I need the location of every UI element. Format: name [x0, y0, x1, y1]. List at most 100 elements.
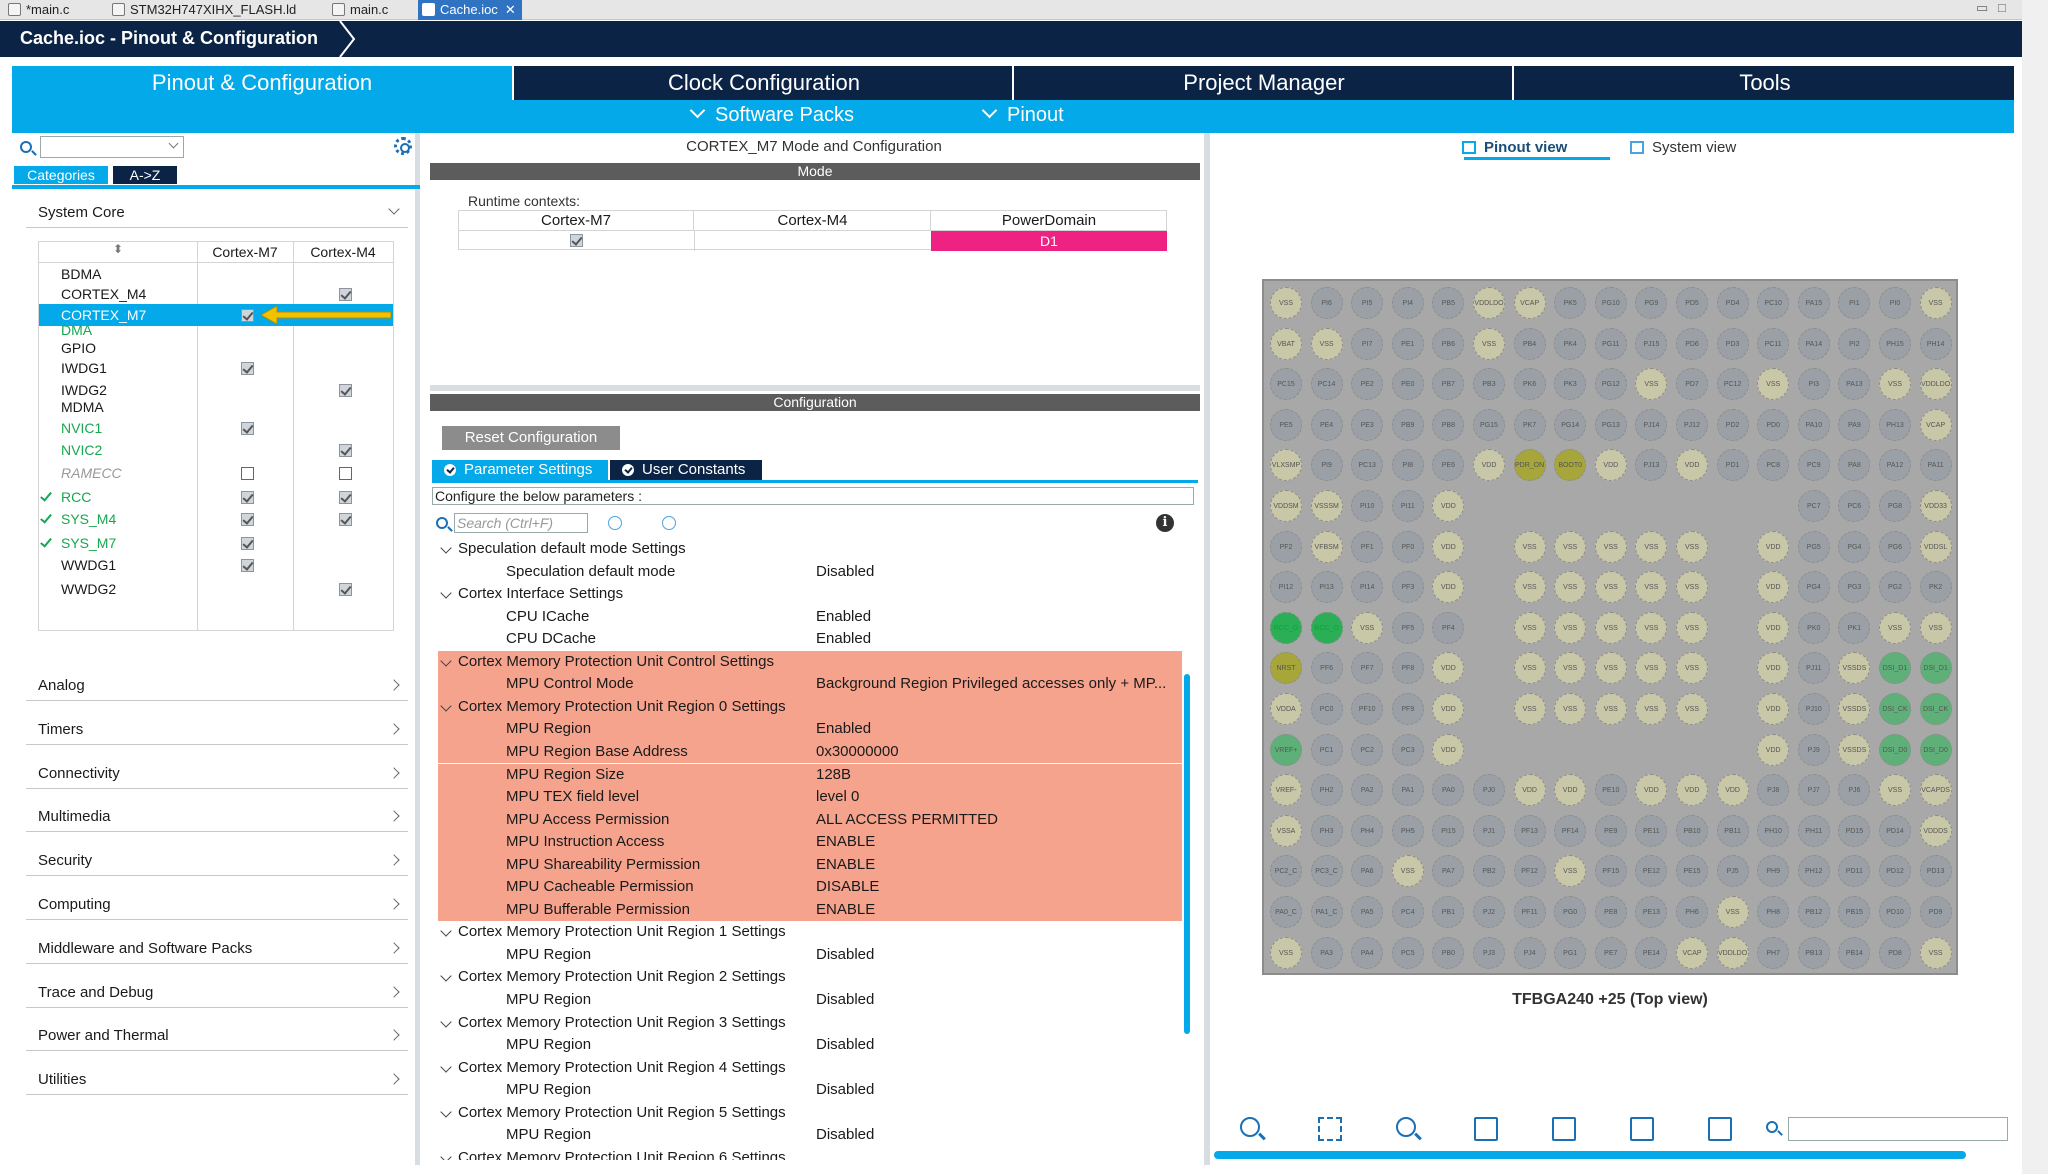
parameter-value[interactable]: DISABLE — [816, 878, 880, 896]
chip-pin[interactable]: VSS — [1513, 611, 1546, 644]
chip-pin[interactable]: PE14 — [1635, 936, 1668, 969]
parameter-group[interactable]: Cortex Memory Protection Unit Region 5 S… — [432, 1102, 1182, 1125]
chip-pin[interactable]: PC12 — [1716, 368, 1749, 401]
chip-pin[interactable]: PC3 — [1391, 733, 1424, 766]
parameter-value[interactable]: Disabled — [816, 991, 875, 1008]
chip-pin[interactable]: VSS — [1513, 693, 1546, 725]
chip-pin[interactable]: PA6 — [1351, 855, 1384, 888]
chip-pin[interactable]: VCAP — [1513, 287, 1546, 319]
parameter-row[interactable]: MPU Instruction Access ENABLE — [438, 831, 1182, 854]
category-system-core[interactable]: System Core — [26, 198, 408, 228]
chip-pin[interactable]: PG9 — [1635, 287, 1668, 319]
chip-pin[interactable]: PD10 — [1879, 896, 1911, 928]
chip-pin[interactable]: PE7 — [1594, 936, 1627, 969]
chip-pin[interactable]: PA12 — [1879, 449, 1911, 482]
parameter-value[interactable]: Disabled — [816, 1081, 875, 1099]
chip-pin[interactable]: PD8 — [1879, 936, 1911, 969]
chip-pin[interactable]: VCAP — [1676, 936, 1708, 969]
chip-pin[interactable]: PI13 — [1310, 571, 1343, 604]
chevron-down-icon[interactable] — [440, 542, 452, 554]
chip-pin[interactable]: VFBSM — [1310, 530, 1343, 563]
chip-pin[interactable]: PE5 — [1270, 408, 1302, 441]
chip-pin[interactable]: VDD — [1676, 449, 1708, 482]
tab-project-manager[interactable]: Project Manager — [1016, 66, 1514, 100]
chip-pin[interactable]: VSS — [1310, 327, 1343, 360]
chip-pin[interactable]: PA9 — [1838, 408, 1871, 441]
chip-pin[interactable]: PF9 — [1391, 693, 1424, 725]
chip-pin[interactable]: PF3 — [1391, 571, 1424, 604]
chip-pin[interactable]: PI10 — [1351, 490, 1384, 522]
category-item[interactable]: Timers — [26, 715, 408, 745]
chip-pin[interactable]: VDD — [1554, 774, 1587, 807]
chip-pin[interactable]: PB5 — [1432, 287, 1465, 319]
chip-pin[interactable]: VSS — [1513, 571, 1546, 604]
chip-pin[interactable]: PB11 — [1716, 814, 1749, 847]
chip-pin[interactable]: PC2 — [1351, 733, 1384, 766]
parameter-row[interactable]: MPU Region Size 128B — [438, 763, 1182, 786]
chip-pin[interactable]: PD6 — [1676, 327, 1708, 360]
chip-pin[interactable]: PE11 — [1635, 814, 1668, 847]
tab-clock-configuration[interactable]: Clock Configuration — [516, 66, 1014, 100]
chip-pin[interactable]: PD12 — [1879, 855, 1911, 888]
chip-pin[interactable]: PJ10 — [1797, 693, 1830, 725]
chip-pin[interactable]: PE9 — [1594, 814, 1627, 847]
chip-pin[interactable]: PD3 — [1716, 327, 1749, 360]
scrollbar-thumb[interactable] — [1184, 674, 1190, 1034]
chip-pin[interactable]: PI5 — [1351, 287, 1384, 319]
parameter-group[interactable]: Cortex Interface Settings — [432, 583, 1182, 606]
chip-pin[interactable]: VDDSL — [1919, 530, 1952, 563]
chip-pin[interactable]: PH9 — [1757, 855, 1790, 888]
chip-pin[interactable]: PF11 — [1513, 896, 1546, 928]
chip-pin[interactable]: VSS — [1879, 774, 1911, 807]
tab-user-constants[interactable]: User Constants — [610, 460, 762, 480]
chip-pin[interactable]: PA0_C — [1270, 896, 1302, 928]
chip-pin[interactable]: PB0 — [1432, 936, 1465, 969]
chip-pin[interactable]: PI7 — [1351, 327, 1384, 360]
chip-pin[interactable]: VDD — [1757, 611, 1790, 644]
chip-pin[interactable]: VSSDS — [1838, 733, 1871, 766]
chip-pin[interactable]: DSI_CK — [1879, 693, 1911, 725]
chip-pin[interactable]: PG10 — [1594, 287, 1627, 319]
chip-pin[interactable]: VDD — [1432, 733, 1465, 766]
chip-pin[interactable]: DSI_D0 — [1919, 733, 1952, 766]
chip-pin[interactable]: PG0 — [1554, 896, 1587, 928]
chip-pin[interactable]: PJ8 — [1757, 774, 1790, 807]
cortex-m7-checkbox[interactable] — [241, 558, 254, 572]
chip-pin[interactable]: VSS — [1513, 652, 1546, 685]
cortex-m7-checkbox[interactable] — [241, 308, 254, 322]
chip-pin[interactable]: VCAPDS — [1919, 774, 1952, 807]
parameter-row[interactable]: CPU ICache Enabled — [432, 606, 1182, 629]
chip-pin[interactable]: PG2 — [1879, 571, 1911, 604]
previous-match-icon[interactable] — [608, 516, 622, 530]
chip-pin[interactable]: NRST — [1270, 652, 1302, 685]
parameter-value[interactable]: ENABLE — [816, 900, 876, 918]
chip-pin[interactable]: PC1 — [1310, 733, 1343, 766]
chip-pin[interactable]: VSS — [1716, 896, 1749, 928]
chip-pin[interactable]: VSS — [1919, 936, 1952, 969]
chip-pin[interactable]: PB12 — [1797, 896, 1830, 928]
chip-pin[interactable]: VDD — [1757, 733, 1790, 766]
chip-pin[interactable]: PB3 — [1473, 368, 1505, 401]
chip-pin[interactable]: PK2 — [1919, 571, 1952, 604]
chip-pin[interactable]: PF13 — [1513, 814, 1546, 847]
chip-pin[interactable]: VSS — [1554, 652, 1587, 685]
parameter-group[interactable]: Cortex Memory Protection Unit Region 1 S… — [432, 921, 1182, 944]
chip-pin[interactable]: VBAT — [1270, 327, 1302, 360]
chip-pin[interactable]: PE4 — [1310, 408, 1343, 441]
chip-pin[interactable]: VSS — [1635, 571, 1668, 604]
peripheral-row[interactable]: RAMECC — [39, 462, 393, 484]
chip-pin[interactable]: PK0 — [1797, 611, 1830, 644]
chip-pin[interactable]: PB7 — [1432, 368, 1465, 401]
chip-pin[interactable]: PJ9 — [1797, 733, 1830, 766]
chip-pin[interactable]: PH13 — [1879, 408, 1911, 441]
chip-pin[interactable]: PJ12 — [1676, 408, 1708, 441]
parameter-value[interactable]: 128B — [816, 765, 852, 783]
chip-pin[interactable]: PD15 — [1838, 814, 1871, 847]
minimize-icon[interactable]: ▭ — [1976, 0, 1989, 15]
chip-pin[interactable]: PB2 — [1473, 855, 1505, 888]
parameter-value[interactable]: level 0 — [816, 788, 860, 806]
chip-pin[interactable]: PE13 — [1635, 896, 1668, 928]
parameter-row[interactable]: MPU Region Disabled — [432, 989, 1182, 1012]
editor-tab-main-modified[interactable]: *main.c — [4, 0, 69, 20]
rt-cortex-m7-checkbox[interactable] — [570, 234, 583, 247]
